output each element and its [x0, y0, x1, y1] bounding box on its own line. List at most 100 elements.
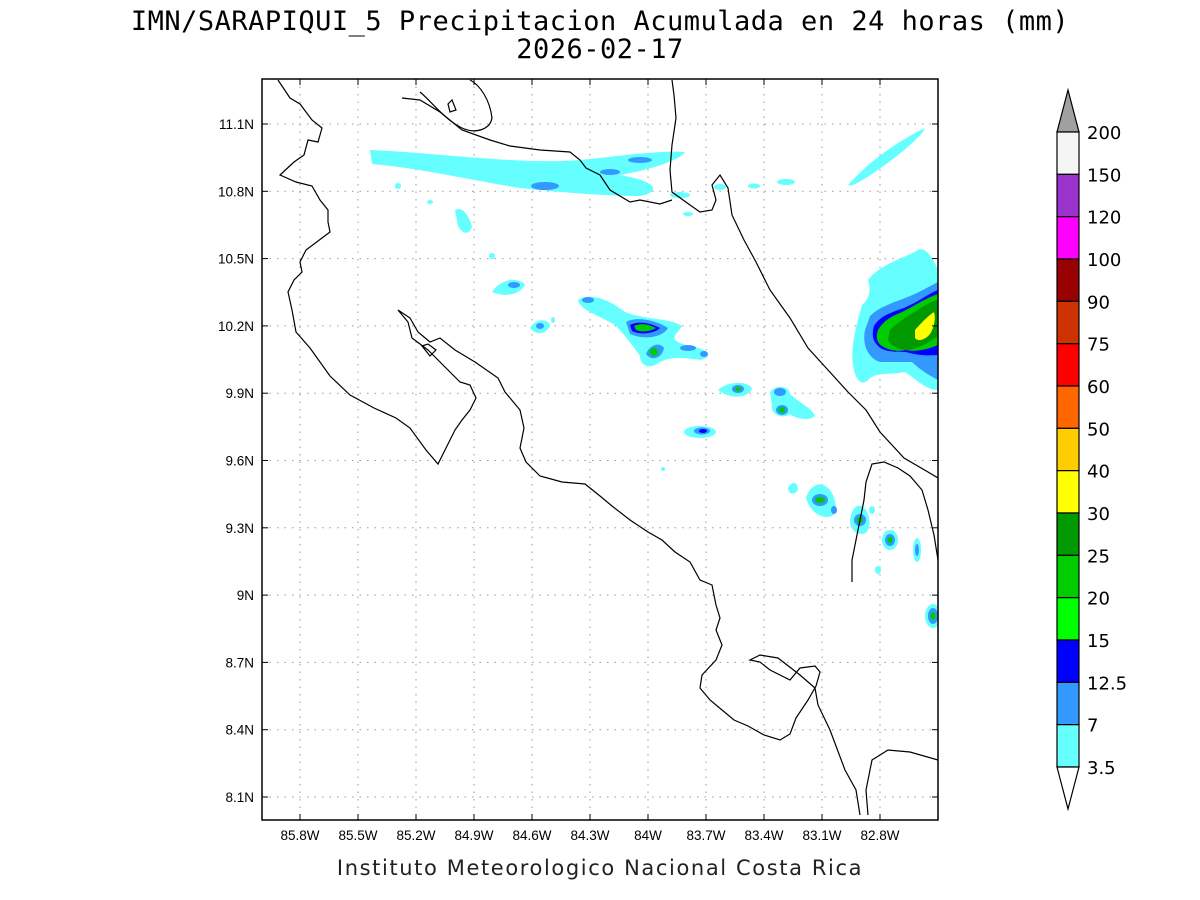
panama-border-south: [865, 749, 938, 816]
rain-cell: [735, 387, 741, 391]
lon-label: 85.2W: [396, 828, 435, 843]
rain-cell: [869, 506, 875, 514]
lat-label: 9.9N: [225, 386, 254, 401]
lon-label: 82.8W: [860, 828, 899, 843]
colorbar-label: 200: [1087, 123, 1121, 144]
rain-cell: [683, 212, 693, 216]
colorbar-label: 90: [1087, 292, 1110, 313]
rain-cell: [508, 282, 520, 288]
colorbar-swatch: [1056, 300, 1080, 345]
colorbar-label: 60: [1087, 377, 1110, 398]
colorbar-label: 50: [1087, 419, 1110, 440]
colorbar-label: 150: [1087, 165, 1121, 186]
coastlines: [277, 79, 938, 816]
colorbar-label: 7: [1087, 716, 1098, 737]
rain-cell: [748, 183, 760, 189]
map-date: 2026-02-17: [516, 34, 684, 65]
rain-cell: [774, 388, 786, 396]
lat-label: 11.1N: [219, 117, 254, 132]
colorbar-min-arrow: [1056, 766, 1080, 812]
lat-label: 8.1N: [225, 790, 254, 805]
lat-label: 9.3N: [225, 521, 254, 536]
colorbar-swatch: [1056, 427, 1080, 472]
lon-label: 85.5W: [338, 828, 377, 843]
lake-nicaragua-shore: [419, 79, 493, 132]
footer-credit: Instituto Meteorologico Nacional Costa R…: [336, 856, 864, 880]
rain-cell: [887, 537, 893, 543]
rain-cell: [455, 208, 472, 233]
colorbar-swatch: [1056, 216, 1080, 260]
lon-label: 84.9W: [454, 828, 493, 843]
rain-cell: [531, 182, 559, 190]
map-frame: [261, 78, 939, 821]
colorbar-swatch: [1056, 512, 1080, 556]
rain-cell: [634, 324, 656, 332]
lat-label: 10.8N: [218, 184, 254, 199]
rain-cell: [700, 351, 708, 357]
panama-border: [851, 461, 938, 582]
colorbar-swatch: [1056, 343, 1080, 387]
colorbar-swatch: [1056, 173, 1080, 218]
lat-label: 10.2N: [218, 319, 254, 334]
lat-label: 8.7N: [225, 655, 254, 670]
lon-label: 84W: [634, 828, 662, 843]
lon-label: 83.7W: [686, 828, 725, 843]
rain-cell: [551, 317, 555, 323]
rain-cell: [395, 183, 401, 189]
colorbar-swatch: [1056, 681, 1080, 726]
colorbar-swatch: [1056, 131, 1080, 175]
colorbar-swatch: [1056, 554, 1080, 599]
axes: 85.8W 85.5W 85.2W 84.9W 84.6W 84.3W 84W 83.7W 83…: [218, 79, 938, 843]
colorbar-swatch: [1056, 258, 1080, 302]
rain-band-north: [370, 150, 685, 196]
pacific-coastline: [277, 79, 861, 816]
colorbar-legend: 200 150 120 100 90 75 60 50 40 30 25 20 15 12.5 7 3.5: [1056, 87, 1127, 812]
rain-cell: [492, 279, 525, 295]
colorbar-swatch: [1056, 385, 1080, 429]
rain-cell: [582, 297, 594, 303]
colorbar-label: 120: [1087, 208, 1121, 229]
colorbar-label: 30: [1087, 504, 1110, 525]
lat-label: 10.5N: [218, 252, 254, 267]
rain-cell: [831, 506, 837, 514]
lon-label: 83.1W: [802, 828, 841, 843]
colorbar-swatch: [1056, 470, 1080, 514]
rain-cell: [915, 544, 919, 556]
map-title: IMN/SARAPIQUI_5 Precipitacion Acumulada …: [130, 6, 1070, 37]
lon-label: 84.3W: [570, 828, 609, 843]
rain-cell: [788, 482, 798, 494]
rain-cell: [875, 566, 881, 574]
colorbar-max-arrow: [1056, 87, 1080, 133]
lat-label: 9N: [237, 588, 254, 603]
colorbar-label: 75: [1087, 335, 1110, 356]
rain-cell: [650, 348, 658, 356]
rain-cell-east: [900, 260, 918, 282]
colorbar-label: 40: [1087, 462, 1110, 483]
rain-cell: [427, 200, 433, 204]
colorbar-label: 3.5: [1087, 758, 1116, 779]
lon-label: 83.4W: [744, 828, 783, 843]
lat-label: 9.6N: [225, 454, 254, 469]
caribbean-coastline: [669, 79, 938, 479]
grid-lines: [262, 79, 938, 820]
small-island: [447, 98, 457, 113]
rain-cell: [777, 179, 795, 185]
colorbar-swatch: [1056, 597, 1080, 641]
rain-cell: [815, 497, 825, 503]
colorbar-label: 12.5: [1087, 673, 1127, 694]
rain-cell-east: [915, 312, 935, 341]
colorbar-label: 25: [1087, 546, 1110, 567]
rain-cell: [699, 429, 707, 433]
rain-cell: [930, 612, 936, 620]
colorbar-swatch: [1056, 639, 1080, 683]
colorbar-label: 100: [1087, 250, 1121, 271]
lat-label: 8.4N: [225, 723, 254, 738]
rain-cell: [628, 157, 652, 163]
rain-cell: [779, 407, 785, 413]
lon-label: 85.8W: [280, 828, 319, 843]
gulf-island: [420, 343, 437, 357]
rain-cell: [661, 467, 665, 471]
rain-cell: [714, 184, 726, 190]
rain-cell: [536, 323, 544, 329]
